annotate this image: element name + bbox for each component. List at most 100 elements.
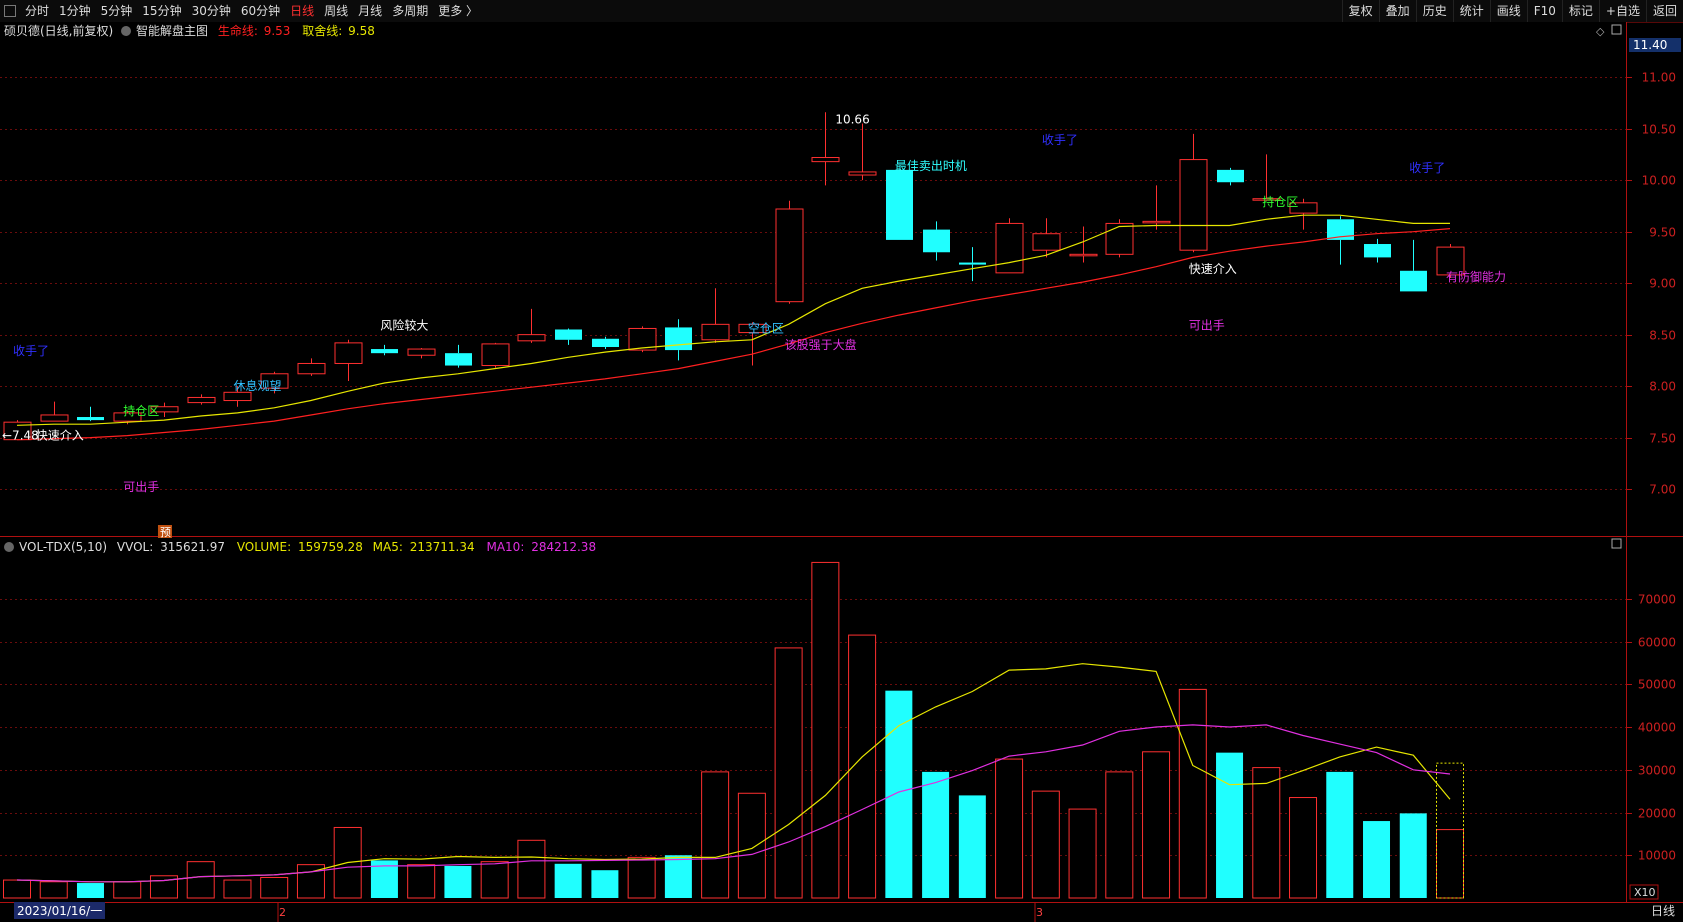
volume-bar[interactable] — [1399, 813, 1427, 898]
candle[interactable] — [628, 326, 657, 353]
volume-bar[interactable] — [995, 758, 1024, 899]
volume-bar[interactable] — [1216, 752, 1244, 898]
volume-bar[interactable] — [554, 863, 582, 898]
candle[interactable] — [1400, 239, 1427, 292]
volume-bar[interactable] — [1142, 751, 1171, 899]
candle[interactable] — [445, 344, 472, 368]
volume-bar[interactable] — [76, 883, 104, 898]
candle[interactable] — [1436, 244, 1465, 278]
candle[interactable] — [223, 386, 252, 407]
candle[interactable] — [701, 288, 730, 343]
candle[interactable] — [150, 402, 179, 418]
toolbar-button-6[interactable]: 标记 — [1561, 0, 1599, 22]
toolbar-button-4[interactable]: 画线 — [1489, 0, 1527, 22]
toolbar-button-8[interactable]: 返回 — [1645, 0, 1683, 22]
candle[interactable] — [481, 342, 510, 368]
candle[interactable] — [886, 169, 913, 240]
candle[interactable] — [592, 336, 619, 350]
candle[interactable] — [1289, 198, 1318, 230]
toolbar-button-3[interactable]: 统计 — [1452, 0, 1490, 22]
candle[interactable] — [1105, 219, 1134, 258]
volume-bar[interactable] — [774, 647, 803, 899]
candle[interactable] — [187, 394, 216, 405]
volume-bar[interactable] — [1436, 829, 1464, 899]
volume-bar[interactable] — [958, 795, 986, 898]
volume-bar[interactable] — [1031, 790, 1060, 899]
volume-bar[interactable] — [223, 879, 252, 899]
volume-bar[interactable] — [480, 861, 509, 899]
volume-bar[interactable] — [811, 561, 840, 899]
candle[interactable] — [1327, 216, 1354, 265]
volume-bar[interactable] — [260, 876, 289, 899]
candle[interactable] — [1364, 238, 1391, 263]
volume-bar[interactable] — [1252, 767, 1281, 899]
candle[interactable] — [959, 247, 986, 282]
toolbar-button-0[interactable]: 复权 — [1341, 0, 1379, 22]
price-axis: 7.00 7.50 8.00 8.50 9.00 9.50 10.00 10.50 11.00 — [1626, 71, 1676, 497]
candle[interactable] — [371, 344, 398, 356]
candle[interactable] — [811, 112, 840, 186]
volume-bar[interactable] — [737, 792, 766, 899]
volume-bar[interactable] — [1105, 771, 1134, 899]
vol-dropdown-icon[interactable] — [4, 542, 14, 552]
volume-bar[interactable] — [1289, 797, 1318, 899]
candle[interactable] — [923, 221, 950, 261]
volume-bar[interactable] — [113, 881, 142, 899]
volume-bar[interactable] — [407, 864, 436, 899]
volume-bar[interactable] — [922, 771, 950, 898]
period-tab-10[interactable]: 更多 〉 — [438, 4, 479, 18]
candle[interactable] — [407, 348, 436, 359]
period-tab-7[interactable]: 周线 — [324, 4, 349, 18]
menu-toggle-icon[interactable] — [4, 5, 16, 17]
candle[interactable] — [40, 401, 69, 422]
volume-bar[interactable] — [701, 771, 730, 899]
volume-bar[interactable] — [3, 879, 31, 899]
candle[interactable] — [260, 371, 289, 394]
volume-bar[interactable] — [39, 881, 68, 899]
candle[interactable] — [1179, 133, 1208, 253]
volume-bar[interactable] — [1068, 808, 1097, 899]
candle[interactable] — [775, 200, 804, 304]
volume-bar[interactable] — [885, 690, 913, 898]
volume-bar[interactable] — [1363, 821, 1391, 898]
period-tab-0[interactable]: 分时 — [25, 4, 50, 18]
volume-bar[interactable] — [627, 856, 656, 899]
candle[interactable] — [1252, 154, 1281, 201]
expand-icon[interactable] — [1611, 24, 1622, 35]
period-tab-1[interactable]: 1分钟 — [59, 4, 91, 18]
candle[interactable] — [297, 358, 326, 376]
candle[interactable] — [334, 339, 363, 381]
toolbar-button-5[interactable]: F10 — [1526, 0, 1562, 22]
candle[interactable] — [555, 328, 582, 345]
toolbar-button-7[interactable]: +自选 — [1598, 0, 1646, 22]
volume-bar[interactable] — [1326, 771, 1354, 898]
period-tab-4[interactable]: 30分钟 — [191, 4, 231, 18]
stock-chart[interactable]: 7.007.508.008.509.009.5010.0010.5011.00 … — [0, 22, 1683, 922]
candle[interactable] — [738, 322, 767, 366]
candle[interactable] — [1032, 218, 1061, 258]
period-tab-8[interactable]: 月线 — [358, 4, 383, 18]
period-tab-5[interactable]: 60分钟 — [240, 4, 281, 18]
volume-bar[interactable] — [664, 855, 692, 898]
toolbar-button-2[interactable]: 历史 — [1415, 0, 1453, 22]
volume-bar[interactable] — [591, 870, 619, 898]
candle[interactable] — [1142, 185, 1171, 230]
diamond-icon[interactable]: ◇ — [1596, 25, 1605, 38]
candle[interactable] — [1069, 226, 1098, 263]
volume-bar[interactable] — [186, 861, 215, 899]
candle[interactable] — [848, 123, 877, 181]
volume-bar[interactable] — [1178, 688, 1207, 899]
candle[interactable] — [77, 406, 104, 422]
candle[interactable] — [517, 308, 546, 343]
vol-expand-icon[interactable] — [1611, 538, 1622, 549]
candle-body — [995, 222, 1024, 274]
toolbar-button-1[interactable]: 叠加 — [1378, 0, 1416, 22]
period-tab-9[interactable]: 多周期 — [392, 4, 429, 18]
indicator-dropdown-icon[interactable] — [121, 26, 131, 36]
volume-bar[interactable] — [517, 839, 546, 899]
period-tab-2[interactable]: 5分钟 — [100, 4, 133, 18]
volume-bar[interactable] — [444, 865, 472, 898]
period-tab-6[interactable]: 日线 — [290, 4, 315, 18]
candle[interactable] — [1217, 167, 1244, 186]
period-tab-3[interactable]: 15分钟 — [142, 4, 182, 18]
